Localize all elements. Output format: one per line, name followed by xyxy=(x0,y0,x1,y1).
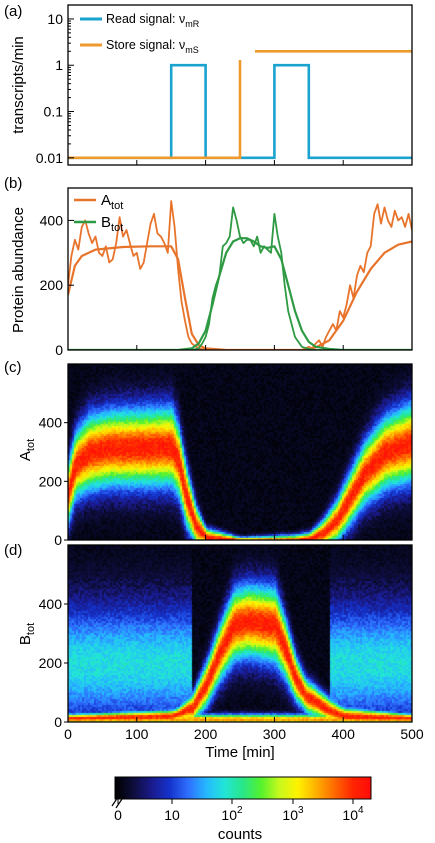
panel-c-y-axis: 0 200 400 xyxy=(39,415,68,548)
panel-d-heatmap xyxy=(68,545,412,722)
panel-a-series-1 xyxy=(68,50,412,160)
x-tick-label-4: 400 xyxy=(332,726,356,742)
panel-b-frame xyxy=(67,187,413,351)
panel-b-ytick-label-1: 200 xyxy=(40,277,64,293)
colorbar-tick-label-3: 103 xyxy=(282,805,304,823)
colorbar-tick-label-2: 102 xyxy=(221,805,243,823)
colorbar-axis-break-icon xyxy=(111,793,125,809)
panel-a: (a) 0.01 0.1 1 10 transcripts/min Read sign… xyxy=(4,3,413,166)
panel-a-y-label: transcripts/min xyxy=(10,36,27,134)
panel-label-d: (d) xyxy=(4,542,22,559)
panel-a-ytick-label-2: 1 xyxy=(55,57,63,73)
panel-b-y-label: Protein abundance xyxy=(10,207,27,333)
x-tick-label-0: 0 xyxy=(64,726,72,742)
panel-b-plot-area xyxy=(68,200,412,350)
panel-c-ytick-label-2: 400 xyxy=(39,415,63,431)
panel-c-ytick-label-1: 200 xyxy=(39,473,63,489)
panel-a-ytick-label-0: 0.01 xyxy=(36,150,63,166)
panel-c-heatmap xyxy=(68,364,412,540)
panel-label-c: (c) xyxy=(4,359,22,376)
panel-b-ytick-label-0: 0 xyxy=(55,342,63,358)
x-axis-label: Time [min] xyxy=(205,744,274,761)
legend-store-signal-label: Store signal: νmS xyxy=(106,38,199,55)
x-tick-label-1: 100 xyxy=(125,726,149,742)
x-tick-label-5: 500 xyxy=(400,726,424,742)
panel-d-ytick-label-2: 400 xyxy=(39,596,63,612)
panel-a-y-axis: 0.01 0.1 1 10 xyxy=(36,4,74,166)
legend-btot-label: Btot xyxy=(101,214,123,234)
colorbar-ticks: 0 10 102 103 104 xyxy=(114,799,364,823)
panel-d-ytick-label-0: 0 xyxy=(54,714,62,730)
panel-d-ytick-label-1: 200 xyxy=(39,655,63,671)
panel-a-legend: Read signal: νmR Store signal: νmS xyxy=(75,8,255,60)
panel-c-ytick-label-0: 0 xyxy=(54,532,62,548)
colorbar-tick-label-4: 104 xyxy=(342,805,364,823)
panel-d-frame xyxy=(67,544,413,723)
colorbar-gradient xyxy=(115,777,371,799)
panel-b-series-1 xyxy=(68,240,412,350)
colorbar-frame xyxy=(114,776,372,800)
colorbar-tick-label-1: 10 xyxy=(164,807,180,823)
panel-a-ytick-label-1: 0.1 xyxy=(44,104,64,120)
panel-b-y-axis: 0 200 400 xyxy=(40,212,74,358)
colorbar-label: counts xyxy=(218,826,262,843)
panel-d: (d) 0 200 400 Btot xyxy=(4,542,413,730)
panel-c: (c) 0 200 400 Atot xyxy=(4,359,413,548)
panel-b-series-3 xyxy=(68,237,412,350)
panel-label-a: (a) xyxy=(4,3,22,20)
panel-c-y-label: Atot xyxy=(17,439,37,461)
panel-a-plot-area xyxy=(68,50,412,160)
legend-read-signal-label: Read signal: νmR xyxy=(106,12,200,29)
colorbar-tick-label-0: 0 xyxy=(114,807,122,823)
panel-a-ytick-label-3: 10 xyxy=(47,11,63,27)
panel-d-y-label: Btot xyxy=(17,623,37,645)
x-tick-label-2: 200 xyxy=(194,726,218,742)
x-axis: 0 100 200 300 400 500 xyxy=(64,160,424,742)
panel-b-ytick-label-2: 400 xyxy=(40,212,64,228)
colorbar: 0 10 102 103 104 counts xyxy=(111,776,372,843)
panel-d-y-axis: 0 200 400 xyxy=(39,596,68,730)
panel-b-series-0 xyxy=(68,200,412,350)
panel-b-legend: Atot Btot xyxy=(74,192,123,234)
panel-a-frame xyxy=(67,4,413,166)
panel-label-b: (b) xyxy=(4,175,22,192)
legend-atot-label: Atot xyxy=(101,192,123,212)
x-tick-label-3: 300 xyxy=(263,726,287,742)
panel-b: (b) 0 200 400 Protein abundance Atot Btot xyxy=(4,175,413,358)
panel-c-frame xyxy=(67,363,413,541)
